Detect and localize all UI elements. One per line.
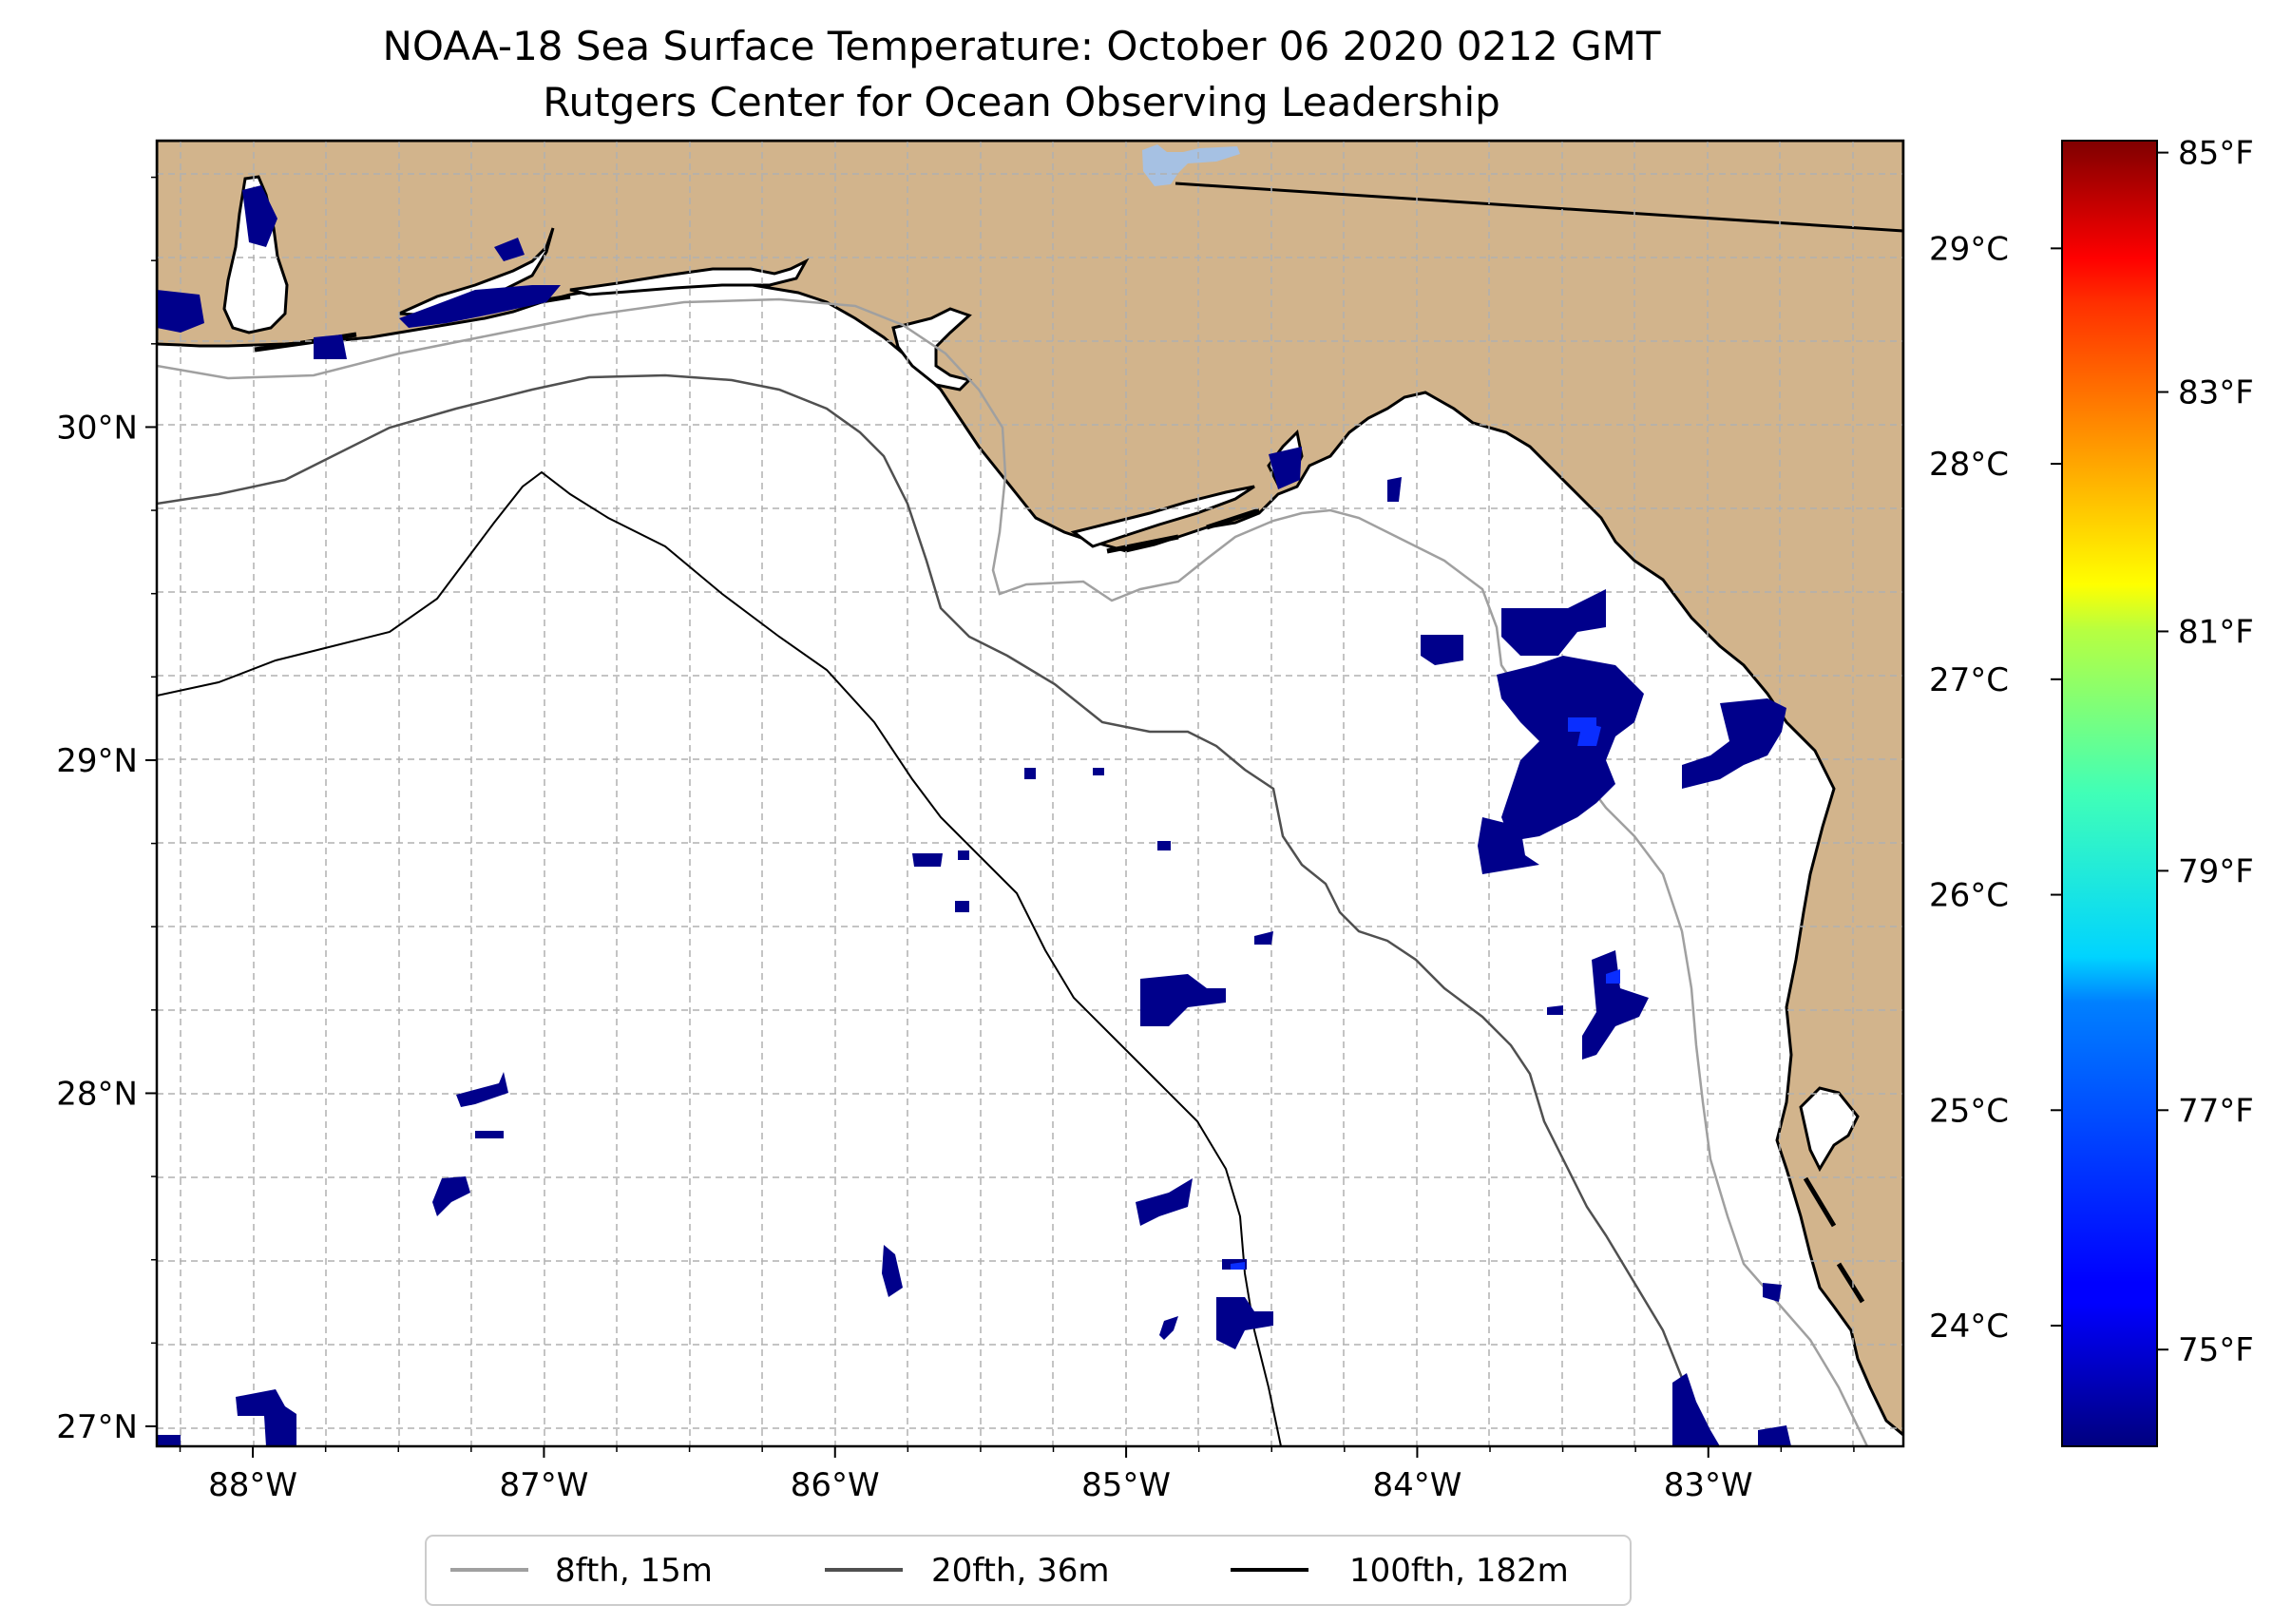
sst-patch: [1387, 477, 1402, 502]
sst-patch: [1497, 656, 1644, 841]
sst-patch: [1157, 841, 1171, 850]
colorbar-fahrenheit-label: 81°F: [2178, 613, 2254, 651]
sst-patch: [955, 901, 969, 912]
sst-patch: [157, 290, 204, 333]
sst-patch: [1577, 722, 1601, 746]
colorbar-celsius-label: 27°C: [1929, 661, 2009, 699]
colorbar-fahrenheit-label: 79°F: [2178, 852, 2254, 890]
st-andrew-bay: [891, 307, 972, 392]
longitude-axis: 88°W 87°W 86°W 85°W 84°W 83°W: [179, 1446, 1855, 1504]
contour-100fth-line: [157, 470, 1282, 1446]
sst-patch: [882, 1245, 903, 1297]
sst-patch: [1501, 589, 1606, 656]
colorbar-fahrenheit-label: 77°F: [2178, 1092, 2254, 1130]
sst-patch: [1582, 950, 1649, 1060]
sst-patch: [1093, 768, 1104, 775]
sst-patch: [958, 850, 969, 860]
latitude-axis: 30°N 29°N 28°N 27°N: [56, 176, 157, 1446]
sst-patch: [912, 853, 943, 867]
sst-warm-cells: [1231, 717, 1620, 1270]
sst-patch: [399, 285, 561, 328]
map-subtitle: Rutgers Center for Ocean Observing Leade…: [543, 79, 1500, 125]
colorbar-celsius-label: 24°C: [1929, 1308, 2009, 1346]
sst-patch: [1758, 1425, 1791, 1446]
lon-tick-label: 83°W: [1664, 1466, 1753, 1504]
sst-patch: [1672, 1373, 1720, 1446]
sst-patch: [1763, 1283, 1782, 1302]
sst-patch: [1547, 1005, 1563, 1015]
sst-patch: [1136, 1178, 1193, 1226]
lon-tick-label: 85°W: [1081, 1466, 1171, 1504]
choctawhatchee-bay: [569, 258, 810, 296]
legend-box: [425, 1535, 1632, 1606]
sst-patch: [456, 1072, 508, 1107]
colorbar-celsius-label: 26°C: [1929, 877, 2009, 915]
sst-patch: [236, 1389, 296, 1446]
contour-8fth-line: [157, 297, 1869, 1446]
sst-patch: [1231, 1262, 1245, 1270]
contour-legend: 8fth, 15m 20fth, 36m 100fth, 182m: [425, 1535, 1632, 1606]
sst-patch: [1478, 817, 1539, 874]
colorbar-celsius-label: 28°C: [1929, 446, 2009, 484]
sst-patch: [1024, 768, 1036, 779]
sst-patch: [1682, 698, 1786, 789]
lon-tick-label: 86°W: [791, 1466, 880, 1504]
sst-patch: [242, 185, 277, 247]
lat-tick-label: 27°N: [56, 1408, 138, 1446]
legend-label-20fth: 20fth, 36m: [931, 1552, 1110, 1590]
sst-patches: [157, 185, 1791, 1446]
colorbar: 24°C 25°C 26°C 27°C 28°C 29°C 75°F 77°F 79°F 81°…: [1929, 135, 2254, 1447]
tampa-bay: [1799, 1086, 1860, 1173]
colorbar-fahrenheit-label: 83°F: [2178, 374, 2254, 412]
colorbar-fahrenheit-label: 75°F: [2178, 1331, 2254, 1369]
sst-patch: [314, 334, 347, 359]
lat-tick-label: 29°N: [56, 742, 138, 780]
sst-patch: [1159, 1316, 1178, 1340]
contour-20fth-line: [157, 373, 1703, 1446]
legend-label-8fth: 8fth, 15m: [555, 1552, 713, 1590]
state-border-ga-fl: [1175, 182, 1903, 233]
sst-patch: [1254, 931, 1273, 945]
apalachicola-bay: [1070, 485, 1255, 548]
sst-patch: [1421, 635, 1463, 665]
lon-tick-label: 87°W: [499, 1466, 588, 1504]
colorbar-celsius-label: 25°C: [1929, 1092, 2009, 1130]
gridlines: [157, 141, 1903, 1446]
sst-patch: [1606, 969, 1620, 984]
lon-tick-label: 84°W: [1372, 1466, 1461, 1504]
colorbar-fahrenheit-label: 85°F: [2178, 135, 2254, 173]
map-title: NOAA-18 Sea Surface Temperature: October…: [382, 23, 1660, 69]
map-frame: [155, 139, 1905, 1448]
sst-patch: [1269, 447, 1302, 489]
sst-patch: [1216, 1297, 1273, 1349]
colorbar-fahrenheit-axis: 75°F 77°F 79°F 81°F 83°F 85°F: [2157, 135, 2254, 1369]
land-area: [157, 141, 1903, 1437]
sst-patch: [1140, 974, 1226, 1026]
lat-tick-label: 30°N: [56, 409, 138, 447]
sst-patch: [432, 1176, 470, 1216]
legend-label-100fth: 100fth, 182m: [1349, 1552, 1569, 1590]
lon-tick-label: 88°W: [208, 1466, 297, 1504]
colorbar-gradient: [2061, 140, 2158, 1447]
colorbar-celsius-label: 29°C: [1929, 230, 2009, 268]
sst-patch: [475, 1131, 504, 1138]
lat-tick-label: 28°N: [56, 1075, 138, 1113]
map-panel: [157, 141, 1903, 1446]
sst-patch: [494, 238, 525, 261]
lake-seminole: [1142, 144, 1240, 186]
colorbar-celsius-axis: 24°C 25°C 26°C 27°C 28°C 29°C: [1929, 230, 2062, 1346]
sst-patch: [157, 1435, 181, 1446]
